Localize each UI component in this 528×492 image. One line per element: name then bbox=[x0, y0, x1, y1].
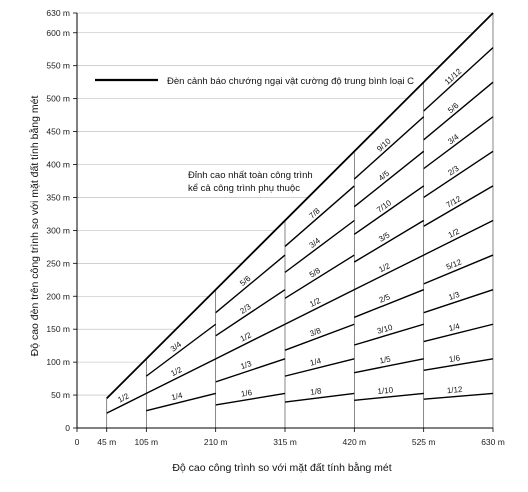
y-tick-label: 400 m bbox=[46, 160, 70, 170]
light-level-line bbox=[423, 254, 494, 285]
fraction-label: 5/6 bbox=[238, 274, 253, 288]
x-tick-label: 45 m bbox=[97, 437, 116, 447]
fraction-label: 5/6 bbox=[446, 101, 461, 115]
light-level-line bbox=[146, 358, 216, 395]
light-level-line bbox=[354, 289, 424, 318]
light-level-line bbox=[423, 185, 494, 227]
fraction-label: 4/5 bbox=[377, 168, 392, 182]
light-level-line bbox=[423, 47, 494, 112]
fraction-label: 1/3 bbox=[239, 359, 253, 371]
light-level-line bbox=[423, 150, 494, 199]
x-tick-label: 105 m bbox=[135, 437, 159, 447]
y-axis-title: Độ cao đèn trên công trình so với mặt đấ… bbox=[28, 96, 41, 357]
y-tick-label: 0 bbox=[65, 423, 70, 433]
fraction-label: 3/4 bbox=[446, 132, 461, 146]
fraction-label: 3/4 bbox=[169, 340, 184, 354]
annotation-line-2: kể cả công trình phụ thuộc bbox=[188, 183, 300, 194]
fraction-label: 1/6 bbox=[448, 353, 461, 364]
light-lines-layer bbox=[106, 12, 494, 414]
fraction-label: 1/3 bbox=[447, 290, 461, 302]
light-level-line bbox=[423, 81, 494, 141]
fraction-label: 1/10 bbox=[377, 385, 394, 396]
fraction-label: 2/3 bbox=[238, 302, 253, 316]
fraction-label: 7/8 bbox=[307, 206, 322, 220]
y-tick-label: 100 m bbox=[46, 357, 70, 367]
x-tick-label: 420 m bbox=[343, 437, 367, 447]
x-tick-label: 525 m bbox=[412, 437, 436, 447]
annotation-line-1: Đỉnh cao nhất toàn công trình bbox=[188, 170, 313, 181]
fraction-label: 1/4 bbox=[309, 356, 323, 368]
x-tick-label: 315 m bbox=[273, 437, 297, 447]
light-level-line bbox=[423, 323, 494, 343]
light-level-line bbox=[423, 358, 494, 372]
light-level-line bbox=[284, 392, 355, 403]
light-level-line bbox=[106, 392, 147, 414]
y-tick-label: 450 m bbox=[46, 127, 70, 137]
fraction-labels-layer: 1/2 1/41/23/41/61/31/22/35/61/81/43/81/25… bbox=[116, 66, 463, 404]
x-axis-title: Độ cao công trình so với mặt đất tính bằ… bbox=[172, 461, 391, 474]
fraction-label: 1/12 bbox=[447, 385, 464, 395]
axes-layer: 0 50 m 100 m 150 m 200 m 250 m 300 m 350 m 400 m… bbox=[46, 8, 504, 447]
y-tick-label: 200 m bbox=[46, 291, 70, 301]
y-tick-label: 630 m bbox=[46, 8, 70, 18]
light-level-line bbox=[215, 323, 286, 360]
fraction-label: 7/10 bbox=[375, 198, 393, 215]
y-tick-label: 600 m bbox=[46, 28, 70, 38]
y-tick-label: 250 m bbox=[46, 258, 70, 268]
light-level-line bbox=[284, 254, 355, 299]
light-level-line bbox=[284, 289, 355, 325]
light-level-line bbox=[146, 392, 216, 412]
light-level-line bbox=[354, 323, 424, 346]
x-tick-label: 210 m bbox=[204, 437, 228, 447]
fraction-label: 5/8 bbox=[308, 266, 323, 280]
light-level-line bbox=[353, 219, 425, 263]
light-level-line bbox=[423, 219, 494, 256]
legend-label: Đèn cảnh báo chướng ngại vật cường độ tr… bbox=[167, 76, 414, 87]
light-level-line bbox=[284, 323, 355, 351]
y-tick-label: 50 m bbox=[51, 390, 70, 400]
top-of-structure-line bbox=[106, 12, 494, 399]
light-level-line bbox=[423, 289, 494, 314]
light-level-line bbox=[354, 392, 424, 402]
light-level-line bbox=[284, 219, 355, 273]
fraction-label: 3/5 bbox=[377, 230, 392, 244]
fraction-label: 3/8 bbox=[309, 326, 323, 339]
light-level-line bbox=[353, 150, 425, 208]
y-tick-label: 550 m bbox=[46, 61, 70, 71]
x-tick-label: 630 m bbox=[481, 437, 505, 447]
light-level-line bbox=[284, 358, 355, 377]
fraction-label: 2/3 bbox=[446, 164, 461, 178]
y-tick-label: 500 m bbox=[46, 94, 70, 104]
fraction-label: 1/5 bbox=[379, 354, 392, 365]
fraction-label: 1/6 bbox=[240, 388, 253, 399]
y-tick-label: 350 m bbox=[46, 192, 70, 202]
light-level-line bbox=[215, 289, 286, 337]
fraction-label: 1/4 bbox=[448, 321, 462, 333]
fraction-label: 3/4 bbox=[308, 236, 323, 250]
light-level-line bbox=[423, 392, 494, 400]
fraction-label: 9/10 bbox=[375, 136, 393, 153]
x-tick-label: 0 bbox=[75, 437, 80, 447]
light-level-line bbox=[354, 358, 424, 374]
fraction-label: 1/4 bbox=[170, 391, 184, 403]
light-level-line bbox=[423, 116, 494, 170]
fraction-label: 7/12 bbox=[445, 194, 463, 210]
light-level-line bbox=[284, 185, 355, 247]
light-level-line bbox=[354, 254, 424, 291]
light-level-line bbox=[215, 358, 286, 383]
y-tick-label: 150 m bbox=[46, 324, 70, 334]
fraction-label: 3/10 bbox=[376, 323, 394, 336]
y-tick-label: 300 m bbox=[46, 225, 70, 235]
light-level-line bbox=[353, 185, 425, 235]
fraction-label: 5/12 bbox=[445, 257, 463, 272]
fraction-label: 1/8 bbox=[310, 386, 323, 396]
light-level-line bbox=[353, 116, 425, 180]
fraction-label: 2/5 bbox=[378, 292, 392, 305]
light-level-line bbox=[215, 254, 286, 314]
light-level-line bbox=[215, 392, 286, 406]
light-level-line bbox=[145, 323, 217, 377]
